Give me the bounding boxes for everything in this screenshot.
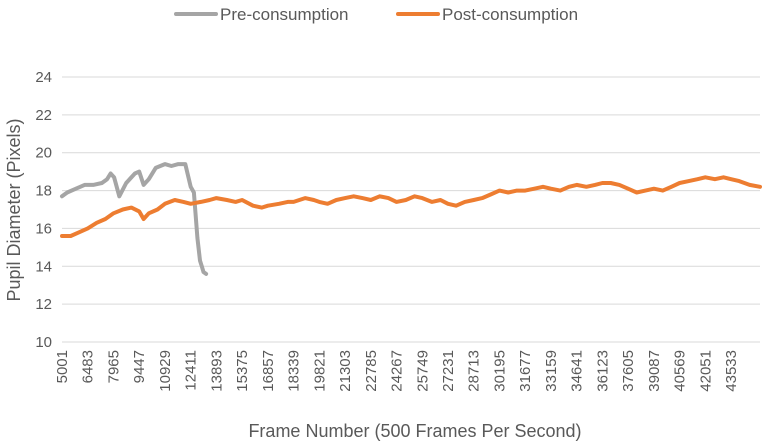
x-tick-label: 39087 xyxy=(646,350,663,392)
x-tick-label: 31677 xyxy=(517,350,534,392)
x-tick-label: 13893 xyxy=(208,350,225,392)
x-axis-ticks: 5001 6483 7965 9447 10929 12411 13893 15375 1685… xyxy=(54,350,740,392)
x-tick-label: 9447 xyxy=(131,350,148,383)
x-tick-label: 42051 xyxy=(697,350,714,392)
x-tick-label: 10929 xyxy=(157,350,174,392)
gridlines xyxy=(62,76,760,343)
x-tick-label: 18339 xyxy=(286,350,303,392)
y-tick-label: 14 xyxy=(35,258,52,275)
x-tick-label: 30195 xyxy=(491,350,508,392)
x-tick-label: 22785 xyxy=(363,350,380,392)
x-tick-label: 40569 xyxy=(672,350,689,392)
x-tick-label: 24267 xyxy=(389,350,406,392)
x-tick-label: 15375 xyxy=(234,350,251,392)
series-lines xyxy=(60,162,762,276)
x-tick-label: 43533 xyxy=(723,350,740,392)
series-line-post-consumption xyxy=(60,175,762,238)
x-tick-label: 6483 xyxy=(80,350,97,383)
x-tick-label: 37605 xyxy=(620,350,637,392)
x-tick-label: 19821 xyxy=(311,350,328,392)
x-tick-label: 34641 xyxy=(569,350,586,392)
legend: Pre-consumption Post-consumption xyxy=(174,5,578,24)
y-axis-title: Pupil Diameter (Pixels) xyxy=(4,118,24,301)
y-tick-label: 18 xyxy=(35,183,52,200)
y-tick-label: 16 xyxy=(35,220,52,237)
x-tick-label: 36123 xyxy=(594,350,611,392)
y-tick-label: 22 xyxy=(35,107,52,124)
x-tick-label: 21303 xyxy=(337,350,354,392)
y-tick-label: 10 xyxy=(35,334,52,351)
x-tick-label: 12411 xyxy=(183,350,200,391)
x-tick-label: 27231 xyxy=(440,350,457,392)
legend-label: Pre-consumption xyxy=(220,5,349,24)
x-tick-label: 33159 xyxy=(543,350,560,392)
y-axis-ticks: 10 12 14 16 18 20 22 24 xyxy=(35,69,52,351)
y-tick-label: 12 xyxy=(35,296,52,313)
x-tick-label: 7965 xyxy=(105,350,122,383)
x-tick-label: 28713 xyxy=(466,350,483,392)
y-tick-label: 24 xyxy=(35,69,52,86)
series-line-pre-consumption xyxy=(60,162,209,276)
x-tick-label: 5001 xyxy=(54,350,71,383)
x-tick-label: 16857 xyxy=(260,350,277,392)
x-tick-label: 25749 xyxy=(414,350,431,392)
legend-label: Post-consumption xyxy=(442,5,578,24)
y-tick-label: 20 xyxy=(35,145,52,162)
x-axis-title: Frame Number (500 Frames Per Second) xyxy=(248,421,581,441)
